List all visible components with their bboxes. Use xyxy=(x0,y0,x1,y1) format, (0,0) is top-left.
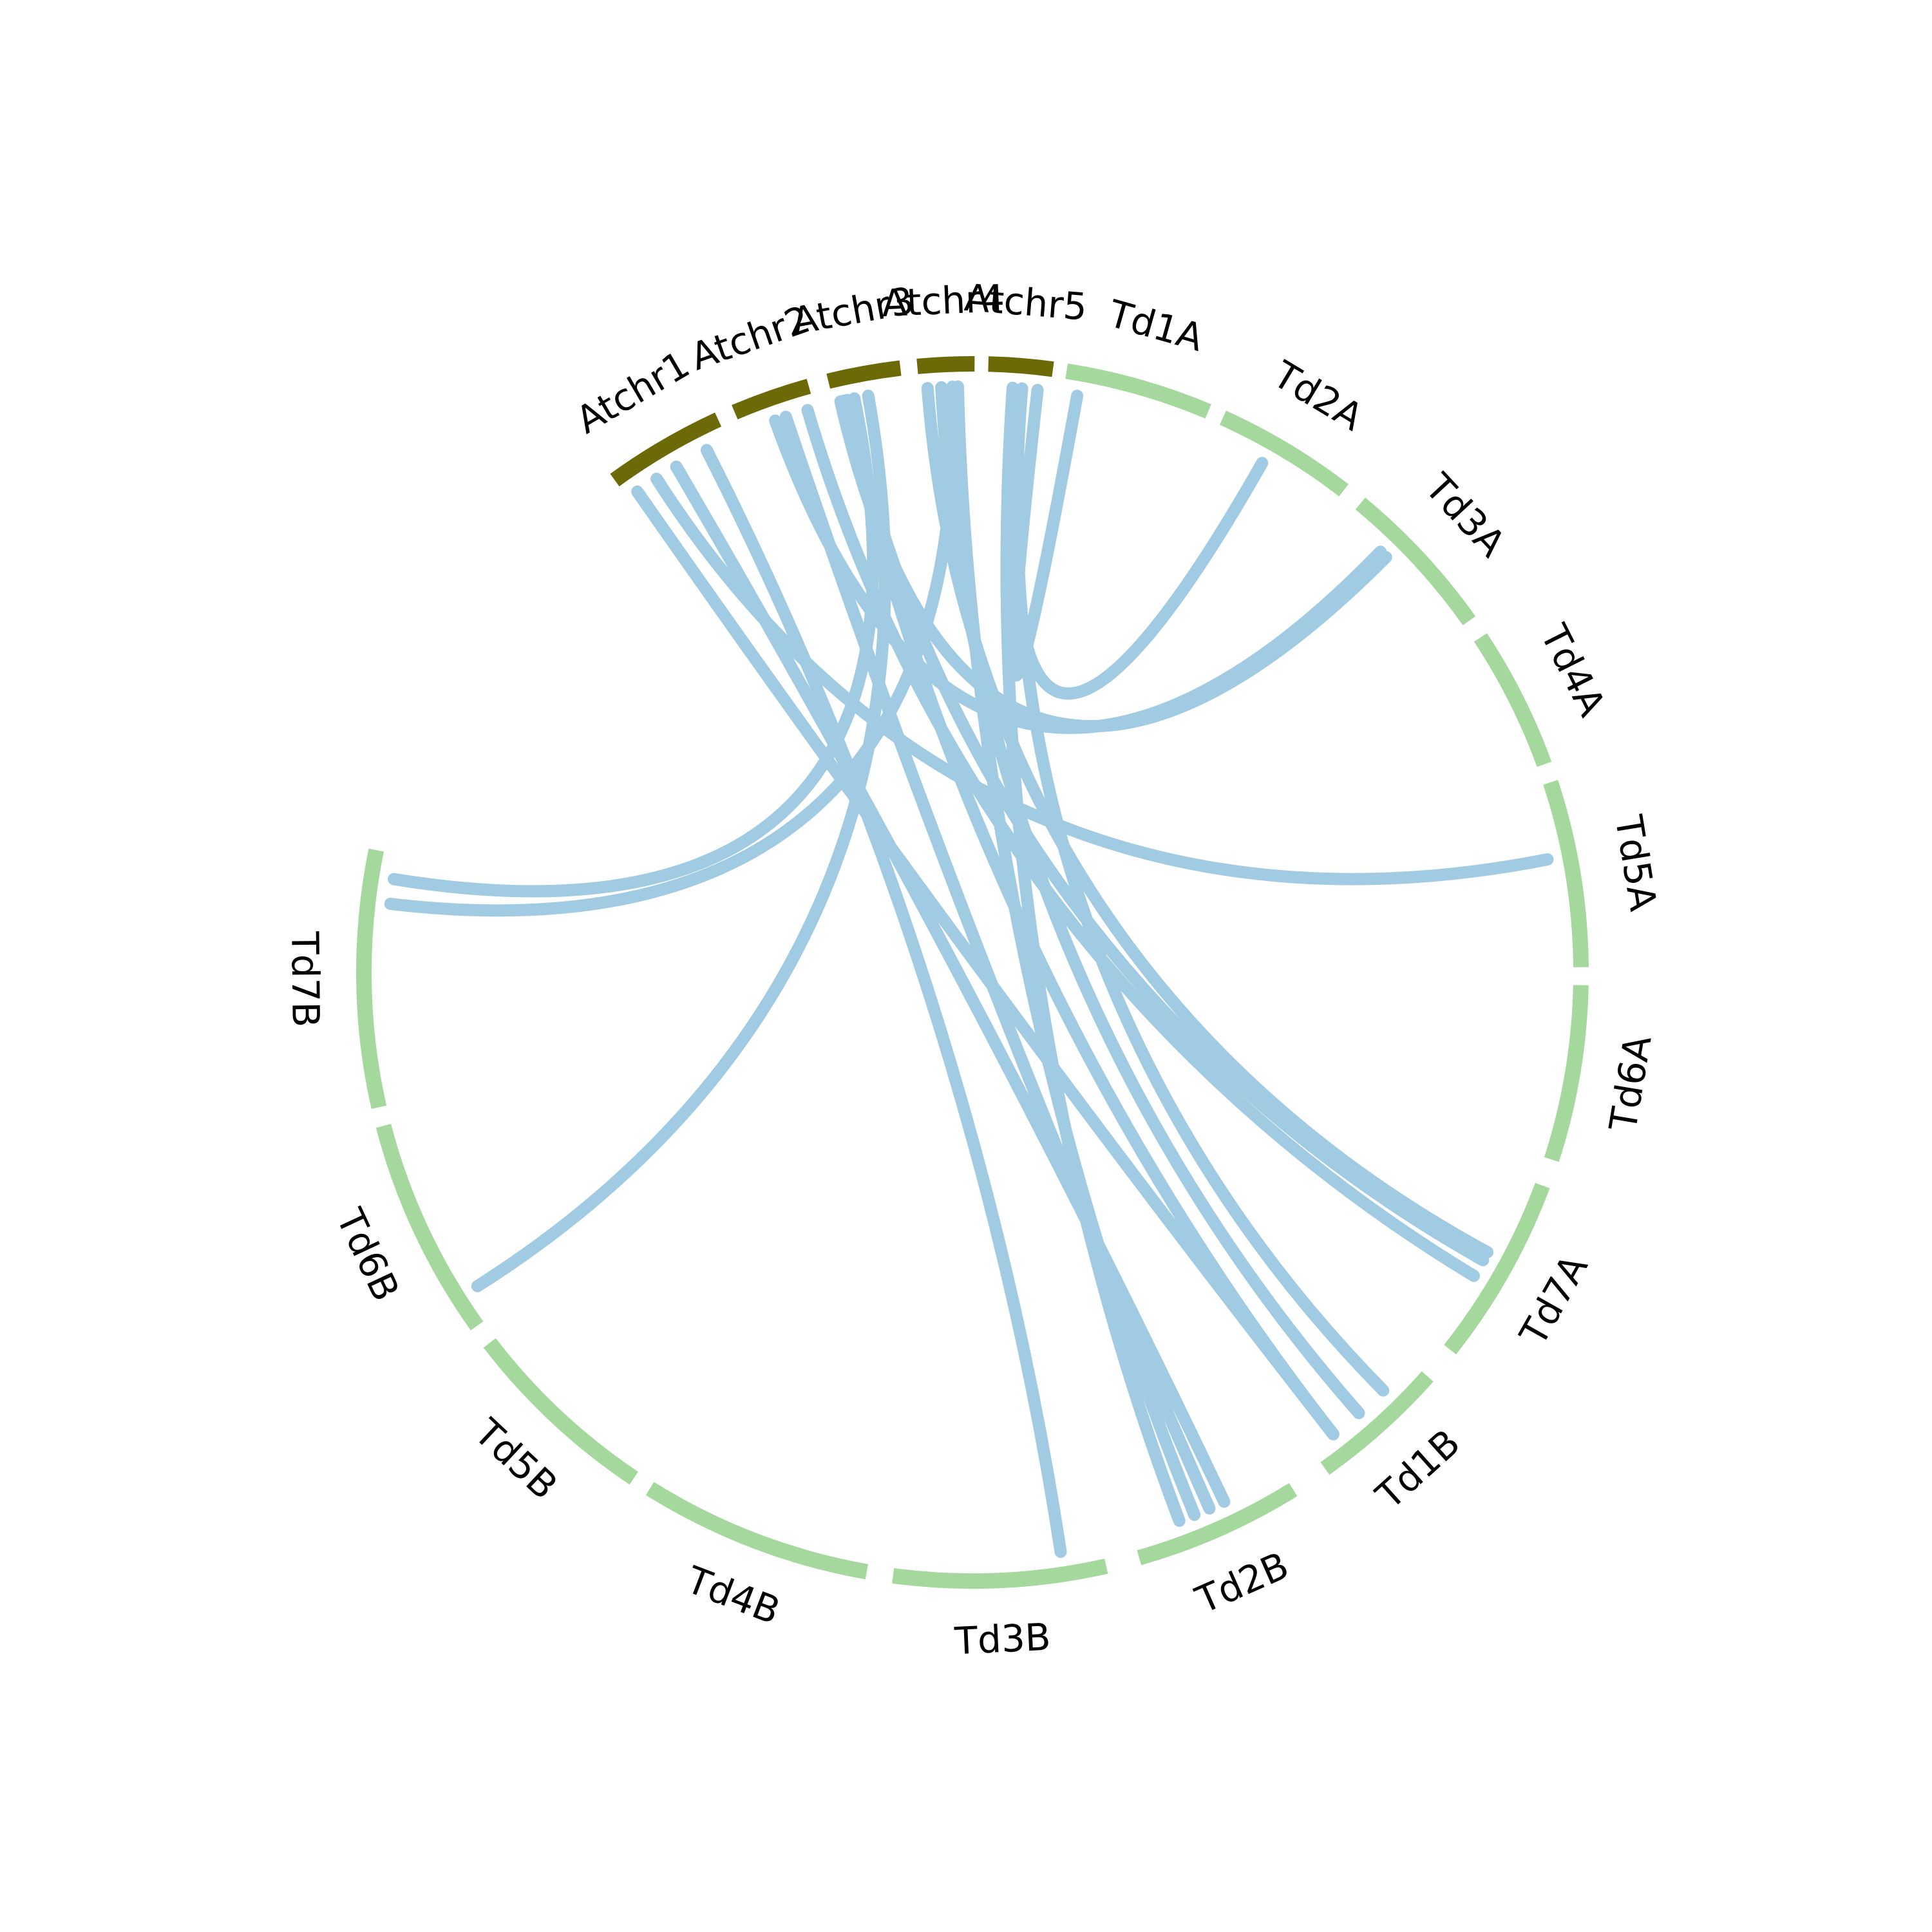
link-Atchr2-Td3A xyxy=(769,414,1387,734)
link-Atchr4-Td7B xyxy=(384,381,960,917)
segment-Td3A xyxy=(1355,497,1476,625)
link-Atchr4-Td2B xyxy=(951,380,1201,1521)
link-Atchr2-Td7A xyxy=(801,404,1480,1282)
label-Td4B: Td4B xyxy=(680,1557,786,1633)
segment-Atchr3 xyxy=(826,360,902,389)
label-Atchr5: Atchr5 xyxy=(963,276,1089,329)
label-Td5B: Td5B xyxy=(466,1410,566,1508)
link-Atchr4-Td1B xyxy=(935,381,1365,1419)
link-Atchr4-Td7A xyxy=(921,382,1494,1258)
link-Atchr3-Td7B xyxy=(388,392,879,898)
segment-Atchr5 xyxy=(988,356,1054,377)
segment-Td7B xyxy=(356,848,387,1110)
chromosome-segments xyxy=(356,355,1589,1589)
segment-Td7A xyxy=(1444,1182,1550,1355)
segment-Td4B xyxy=(645,1482,868,1580)
label-Td6A: Td6A xyxy=(1601,1032,1660,1135)
segment-Td2B xyxy=(1137,1482,1298,1566)
label-Td6B: Td6B xyxy=(328,1202,408,1308)
segment-Atchr4 xyxy=(916,355,975,374)
segment-Td6B xyxy=(375,1124,484,1331)
segment-Td2A xyxy=(1219,410,1349,497)
link-Atchr1-Td3B xyxy=(700,444,1067,1558)
segment-Td4A xyxy=(1473,633,1552,767)
label-Td7B: Td7B xyxy=(283,931,328,1028)
link-Atchr1-Td5A xyxy=(650,473,1554,886)
segment-Td6A xyxy=(1544,985,1589,1162)
segment-Td5A xyxy=(1543,780,1589,967)
label-Td7A: Td7A xyxy=(1511,1247,1596,1353)
label-Td4A: Td4A xyxy=(1531,617,1614,723)
segment-Td1A xyxy=(1065,363,1211,419)
segment-Td5B xyxy=(483,1338,638,1485)
label-Td2B: Td2B xyxy=(1189,1543,1295,1622)
link-Atchr1-Td1B xyxy=(631,485,1340,1441)
label-Td1A: Td1A xyxy=(1103,291,1208,359)
label-Td3A: Td3A xyxy=(1416,465,1514,565)
label-Td2A: Td2A xyxy=(1265,352,1371,440)
link-Atchr3-Td6B xyxy=(471,390,891,1293)
segment-Td1B xyxy=(1320,1371,1434,1475)
label-Atchr4: Atchr4 xyxy=(881,276,1006,325)
label-Td5A: Td5A xyxy=(1606,811,1665,914)
links-layer xyxy=(384,380,1554,1558)
segment-Atchr1 xyxy=(610,412,722,487)
label-Td3B: Td3B xyxy=(953,1615,1052,1663)
label-Td1B: Td1B xyxy=(1367,1421,1468,1518)
segment-Td3B xyxy=(892,1558,1108,1589)
link-Atchr3-Td7A xyxy=(841,393,1490,1267)
segment-Atchr2 xyxy=(732,379,811,420)
label-Atchr1: Atchr1 xyxy=(569,343,697,442)
